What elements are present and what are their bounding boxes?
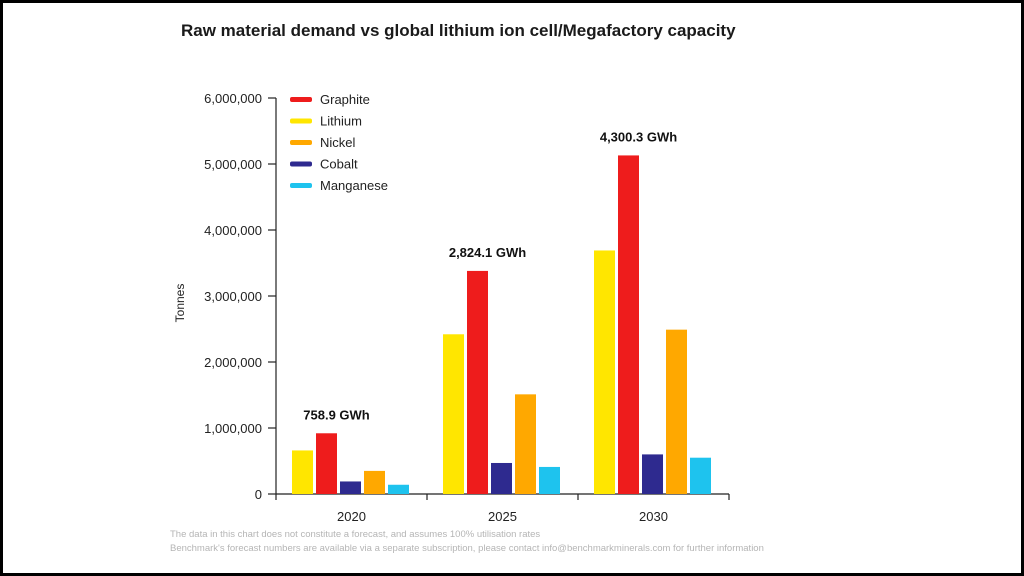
y-tick-label: 3,000,000: [204, 289, 262, 304]
x-tick-label: 2025: [488, 509, 517, 524]
legend-swatch-nickel: [290, 140, 312, 145]
y-tick-label: 6,000,000: [204, 91, 262, 106]
capacity-annotation: 2,824.1 GWh: [449, 245, 526, 260]
bar-graphite-2025: [467, 270, 488, 494]
bar-graphite-2030: [618, 155, 639, 495]
bar-lithium-2025: [443, 334, 464, 494]
bar-manganese-2030: [690, 457, 711, 494]
y-axis-label: Tonnes: [173, 284, 187, 323]
legend-swatch-lithium: [290, 118, 312, 124]
axes: 0 1,000,000 2,000,000 3,000,000 4,000,000 5,0…: [173, 91, 730, 524]
bar-cobalt-2030: [642, 454, 663, 494]
x-tick-label: 2030: [639, 509, 668, 524]
capacity-annotation: 758.9 GWh: [303, 407, 370, 422]
chart: Raw material demand vs global lithium io…: [170, 21, 764, 554]
slide: Raw material demand vs global lithium io…: [3, 3, 1021, 573]
annotations: 758.9 GWh 2,824.1 GWh 4,300.3 GWh: [303, 129, 677, 422]
bar-nickel-2030: [666, 329, 687, 494]
legend-label-lithium: Lithium: [320, 114, 362, 129]
legend-label-graphite: Graphite: [320, 92, 370, 107]
legend-swatch-graphite: [290, 97, 312, 102]
capacity-annotation: 4,300.3 GWh: [600, 129, 677, 144]
bar-cobalt-2020: [340, 481, 361, 494]
bar-lithium-2030: [594, 250, 615, 494]
bar-nickel-2025: [515, 394, 536, 494]
bar-lithium-2020: [292, 450, 313, 494]
y-tick-label: 1,000,000: [204, 421, 262, 436]
y-tick-label: 5,000,000: [204, 157, 262, 172]
footnote-2: Benchmark's forecast numbers are availab…: [170, 543, 764, 554]
legend-swatch-manganese: [290, 183, 312, 188]
y-tick-label: 4,000,000: [204, 223, 262, 238]
y-tick-label: 0: [255, 487, 262, 502]
x-tick-label: 2020: [337, 509, 366, 524]
legend-label-nickel: Nickel: [320, 135, 356, 150]
bars: [292, 155, 711, 495]
legend: Graphite Lithium Nickel Cobalt Manganese: [290, 92, 388, 193]
bar-cobalt-2025: [491, 462, 512, 494]
bar-manganese-2025: [539, 466, 560, 494]
chart-title: Raw material demand vs global lithium io…: [181, 21, 736, 40]
legend-label-manganese: Manganese: [320, 178, 388, 193]
bar-manganese-2020: [388, 484, 409, 494]
bar-nickel-2020: [364, 470, 385, 494]
y-tick-label: 2,000,000: [204, 355, 262, 370]
footnote-1: The data in this chart does not constitu…: [170, 529, 540, 540]
legend-label-cobalt: Cobalt: [320, 157, 358, 172]
legend-swatch-cobalt: [290, 161, 312, 167]
bar-graphite-2020: [316, 433, 337, 494]
